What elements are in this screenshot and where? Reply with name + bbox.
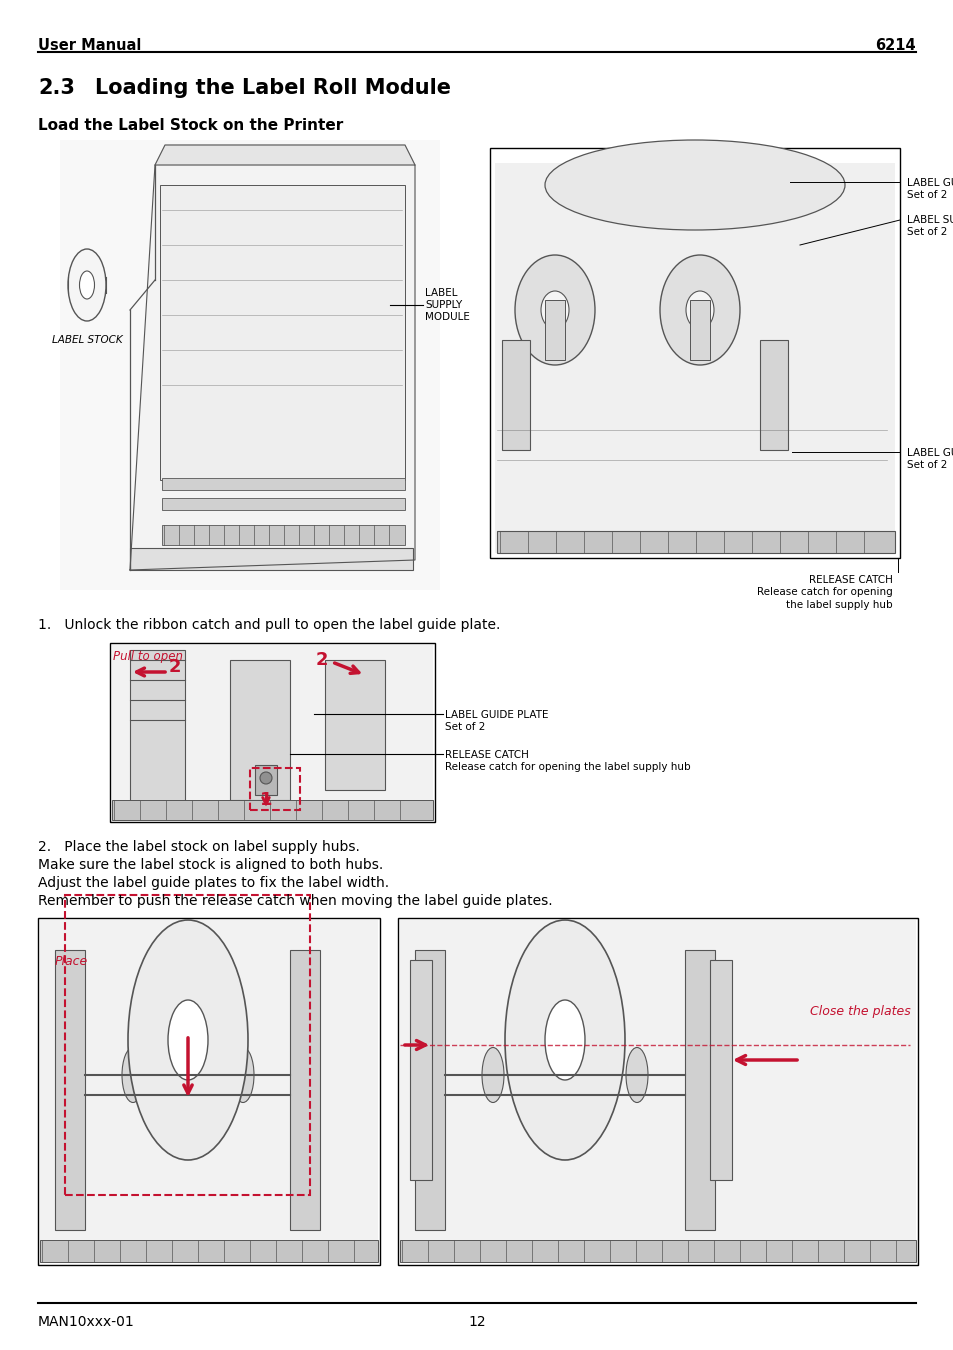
- Ellipse shape: [128, 919, 248, 1160]
- Bar: [250, 768, 299, 810]
- Bar: [290, 950, 319, 1230]
- Text: 2.3: 2.3: [38, 78, 74, 99]
- Bar: [410, 960, 432, 1180]
- Bar: [38, 918, 379, 1265]
- Ellipse shape: [544, 140, 844, 230]
- Text: Make sure the label stock is aligned to both hubs.: Make sure the label stock is aligned to …: [38, 859, 383, 872]
- Text: Pull to open: Pull to open: [112, 649, 183, 663]
- Bar: [709, 960, 731, 1180]
- Ellipse shape: [260, 772, 272, 784]
- Text: RELEASE CATCH
Release catch for opening the label supply hub: RELEASE CATCH Release catch for opening …: [444, 751, 690, 772]
- Bar: [60, 140, 439, 590]
- Text: LABEL STOCK: LABEL STOCK: [51, 335, 122, 346]
- Bar: [495, 163, 894, 554]
- Ellipse shape: [659, 255, 740, 364]
- Ellipse shape: [515, 255, 595, 364]
- Ellipse shape: [544, 1000, 584, 1080]
- Polygon shape: [154, 144, 415, 165]
- Text: LABEL SUPPLY HUB
Set of 2: LABEL SUPPLY HUB Set of 2: [906, 215, 953, 238]
- Bar: [497, 531, 894, 554]
- Text: 2: 2: [315, 651, 328, 670]
- Bar: [501, 340, 530, 450]
- Bar: [415, 950, 444, 1230]
- Bar: [55, 950, 85, 1230]
- Ellipse shape: [540, 292, 568, 329]
- Ellipse shape: [481, 1048, 503, 1103]
- Ellipse shape: [68, 248, 106, 321]
- Bar: [112, 801, 433, 819]
- Bar: [65, 895, 310, 1195]
- Text: Close the plates: Close the plates: [809, 1004, 910, 1018]
- Text: 2: 2: [169, 657, 181, 676]
- Text: User Manual: User Manual: [38, 38, 141, 53]
- Polygon shape: [130, 165, 415, 570]
- Ellipse shape: [504, 919, 624, 1160]
- Bar: [399, 919, 915, 1262]
- Bar: [230, 660, 290, 801]
- Bar: [490, 148, 899, 558]
- Bar: [760, 340, 787, 450]
- Bar: [40, 1241, 377, 1262]
- Bar: [130, 649, 185, 810]
- Ellipse shape: [122, 1048, 144, 1103]
- Text: 2.   Place the label stock on label supply hubs.: 2. Place the label stock on label supply…: [38, 840, 359, 855]
- Bar: [325, 660, 385, 790]
- Bar: [684, 950, 714, 1230]
- Text: LABEL
SUPPLY
MODULE: LABEL SUPPLY MODULE: [424, 288, 470, 323]
- Ellipse shape: [685, 292, 713, 329]
- Text: LABEL GUIDE PLATE
Set of 2: LABEL GUIDE PLATE Set of 2: [444, 710, 548, 733]
- Text: MAN10xxx-01: MAN10xxx-01: [38, 1315, 134, 1328]
- Text: LABEL GUIDE PLATE
Set of 2: LABEL GUIDE PLATE Set of 2: [906, 178, 953, 200]
- Bar: [40, 919, 377, 1262]
- Text: Adjust the label guide plates to fix the label width.: Adjust the label guide plates to fix the…: [38, 876, 389, 890]
- Ellipse shape: [232, 1048, 253, 1103]
- Text: Loading the Label Roll Module: Loading the Label Roll Module: [95, 78, 451, 99]
- Text: 1.   Unlock the ribbon catch and pull to open the label guide plate.: 1. Unlock the ribbon catch and pull to o…: [38, 618, 500, 632]
- Bar: [162, 498, 405, 510]
- Ellipse shape: [625, 1048, 647, 1103]
- Bar: [130, 548, 413, 570]
- Bar: [110, 643, 435, 822]
- Bar: [162, 478, 405, 490]
- Text: Place: Place: [55, 954, 89, 968]
- Bar: [160, 185, 405, 481]
- Text: 6214: 6214: [875, 38, 915, 53]
- Bar: [399, 1241, 915, 1262]
- Text: RELEASE CATCH
Release catch for opening
the label supply hub: RELEASE CATCH Release catch for opening …: [757, 575, 892, 610]
- Text: Remember to push the release catch when moving the label guide plates.: Remember to push the release catch when …: [38, 894, 552, 909]
- Bar: [397, 918, 917, 1265]
- Ellipse shape: [168, 1000, 208, 1080]
- Text: LABEL GUIDE
Set of 2: LABEL GUIDE Set of 2: [906, 448, 953, 470]
- Ellipse shape: [79, 271, 94, 298]
- Bar: [254, 765, 276, 795]
- Bar: [689, 300, 709, 360]
- Bar: [112, 645, 433, 819]
- Bar: [162, 525, 405, 545]
- Text: 12: 12: [468, 1315, 485, 1328]
- Text: 1: 1: [259, 791, 272, 809]
- Bar: [544, 300, 564, 360]
- Text: Load the Label Stock on the Printer: Load the Label Stock on the Printer: [38, 117, 343, 134]
